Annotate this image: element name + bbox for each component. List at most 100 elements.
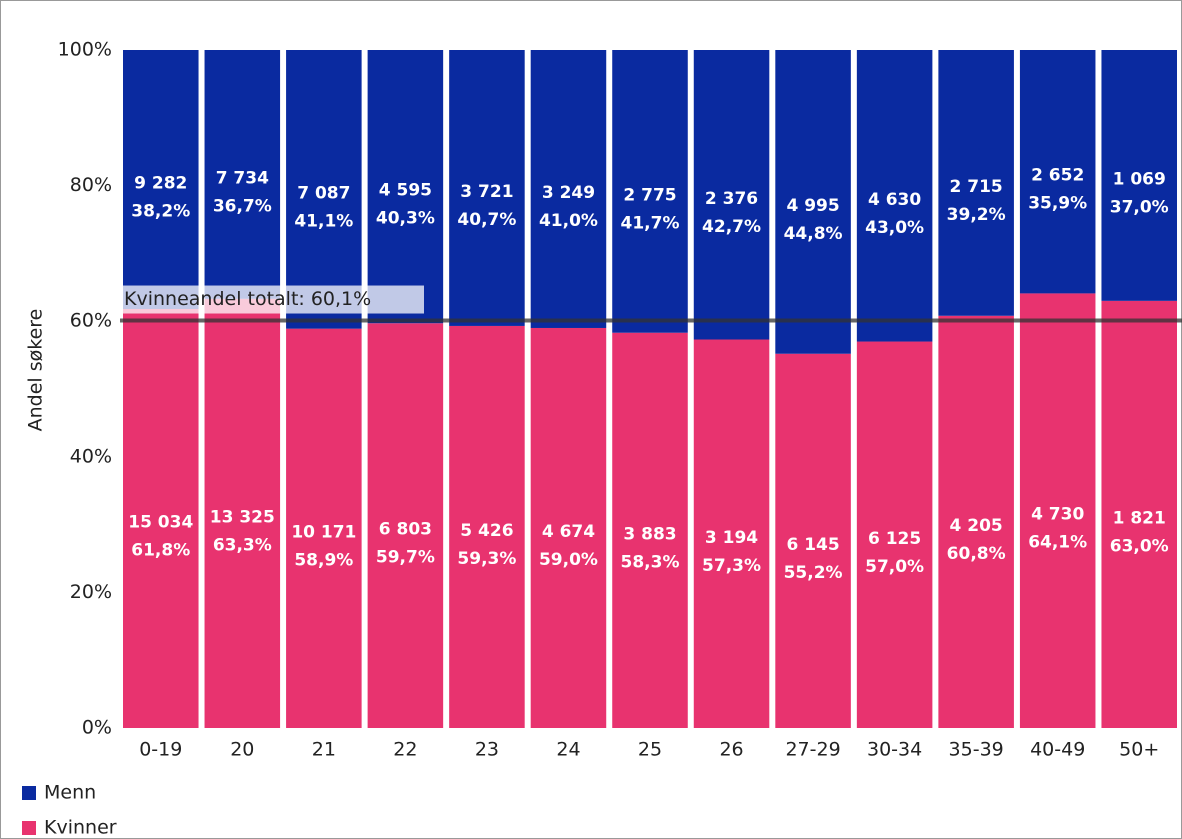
count-label: 4 674 [542, 522, 595, 542]
bar-segment [286, 50, 362, 329]
bar-segment [938, 50, 1014, 316]
count-label: 6 125 [868, 529, 921, 549]
count-label: 4 205 [950, 516, 1003, 536]
data-label: 38,2% [131, 201, 190, 221]
y-tick-label: 40% [70, 445, 112, 467]
y-tick-label: 100% [58, 39, 112, 61]
count-label: 1 821 [1113, 508, 1166, 528]
data-label: 59,0% [539, 550, 598, 570]
data-label: 44,8% [784, 224, 843, 244]
x-tick-label: 40-49 [1030, 739, 1085, 761]
y-tick-label: 20% [70, 581, 112, 603]
count-label: 3 721 [460, 182, 513, 202]
data-label: 58,9% [294, 550, 353, 570]
y-tick-label: 80% [70, 174, 112, 196]
data-label: 57,3% [702, 556, 761, 576]
data-label: 57,0% [865, 557, 924, 577]
x-tick-label: 25 [638, 739, 662, 761]
annotation-bg [122, 285, 424, 314]
count-label: 4 630 [868, 190, 921, 210]
x-tick-label: 27-29 [785, 739, 840, 761]
data-label: 41,1% [294, 211, 353, 231]
bar-segment [1019, 293, 1096, 728]
count-label: 2 376 [705, 189, 758, 209]
count-label: 7 734 [216, 168, 269, 188]
data-label: 43,0% [865, 218, 924, 238]
count-label: 4 995 [786, 196, 839, 216]
data-label: 59,3% [457, 549, 516, 569]
x-tick-label: 22 [393, 739, 417, 761]
count-label: 13 325 [210, 507, 275, 527]
legend-swatch [22, 821, 36, 835]
count-label: 9 282 [134, 173, 187, 193]
y-tick-label: 0% [82, 717, 112, 739]
count-label: 2 775 [623, 185, 676, 205]
y-axis-label: Andel søkere [25, 309, 47, 432]
count-label: 2 715 [950, 177, 1003, 197]
annotation: Kvinneandel totalt: 60,1% [124, 288, 371, 310]
bar-segment [775, 353, 851, 728]
count-label: 3 883 [623, 524, 676, 544]
x-tick-label: 35-39 [949, 739, 1004, 761]
bar-segment [449, 325, 525, 728]
count-label: 1 069 [1113, 169, 1166, 189]
bar-segment [1101, 50, 1177, 301]
bar-segment [123, 308, 199, 728]
count-label: 4 730 [1031, 505, 1084, 525]
bar-segment [367, 323, 444, 728]
count-label: 15 034 [128, 512, 193, 532]
bar-segment [693, 339, 770, 728]
bar-segment [856, 50, 933, 342]
count-label: 3 249 [542, 183, 595, 203]
data-label: 63,0% [1110, 536, 1169, 556]
x-tick-label: 50+ [1119, 739, 1159, 761]
bar-segment [204, 50, 281, 299]
data-label: 55,2% [784, 563, 843, 583]
data-label: 36,7% [213, 196, 272, 216]
data-label: 35,9% [1028, 194, 1087, 214]
x-tick-label: 23 [475, 739, 499, 761]
legend-label: Menn [44, 782, 96, 804]
count-label: 6 803 [379, 520, 432, 540]
count-label: 2 652 [1031, 166, 1084, 186]
bar-segment [449, 50, 525, 326]
x-tick-label: 20 [230, 739, 254, 761]
data-label: 63,3% [213, 535, 272, 555]
data-label: 41,7% [621, 213, 680, 233]
count-label: 10 171 [291, 522, 356, 542]
x-tick-label: 21 [312, 739, 336, 761]
count-label: 5 426 [460, 521, 513, 541]
bar-segment [693, 50, 770, 340]
bar-segment [204, 298, 281, 728]
data-label: 64,1% [1028, 533, 1087, 553]
x-tick-label: 24 [556, 739, 580, 761]
bar-segment [775, 50, 851, 354]
bar-segment [612, 50, 688, 333]
bar-segment [530, 50, 607, 328]
bar-segment [123, 50, 199, 309]
legend-swatch [22, 786, 36, 800]
x-tick-label: 26 [719, 739, 743, 761]
bar-segment [612, 332, 688, 728]
data-label: 41,0% [539, 211, 598, 231]
data-label: 40,7% [457, 210, 516, 230]
data-label: 39,2% [947, 205, 1006, 225]
data-label: 40,3% [376, 209, 435, 229]
bar-segment [530, 327, 607, 728]
count-label: 4 595 [379, 181, 432, 201]
bar-segment [367, 50, 444, 324]
y-tick-label: 60% [70, 310, 112, 332]
count-label: 3 194 [705, 528, 758, 548]
data-label: 42,7% [702, 217, 761, 237]
bar-segment [938, 315, 1014, 728]
x-tick-label: 0-19 [139, 739, 182, 761]
data-label: 58,3% [621, 552, 680, 572]
bar-segment [1101, 300, 1177, 728]
data-label: 59,7% [376, 548, 435, 568]
legend-label: Kvinner [44, 817, 117, 839]
data-label: 61,8% [131, 540, 190, 560]
x-tick-label: 30-34 [867, 739, 922, 761]
data-label: 60,8% [947, 544, 1006, 564]
count-label: 7 087 [297, 183, 350, 203]
